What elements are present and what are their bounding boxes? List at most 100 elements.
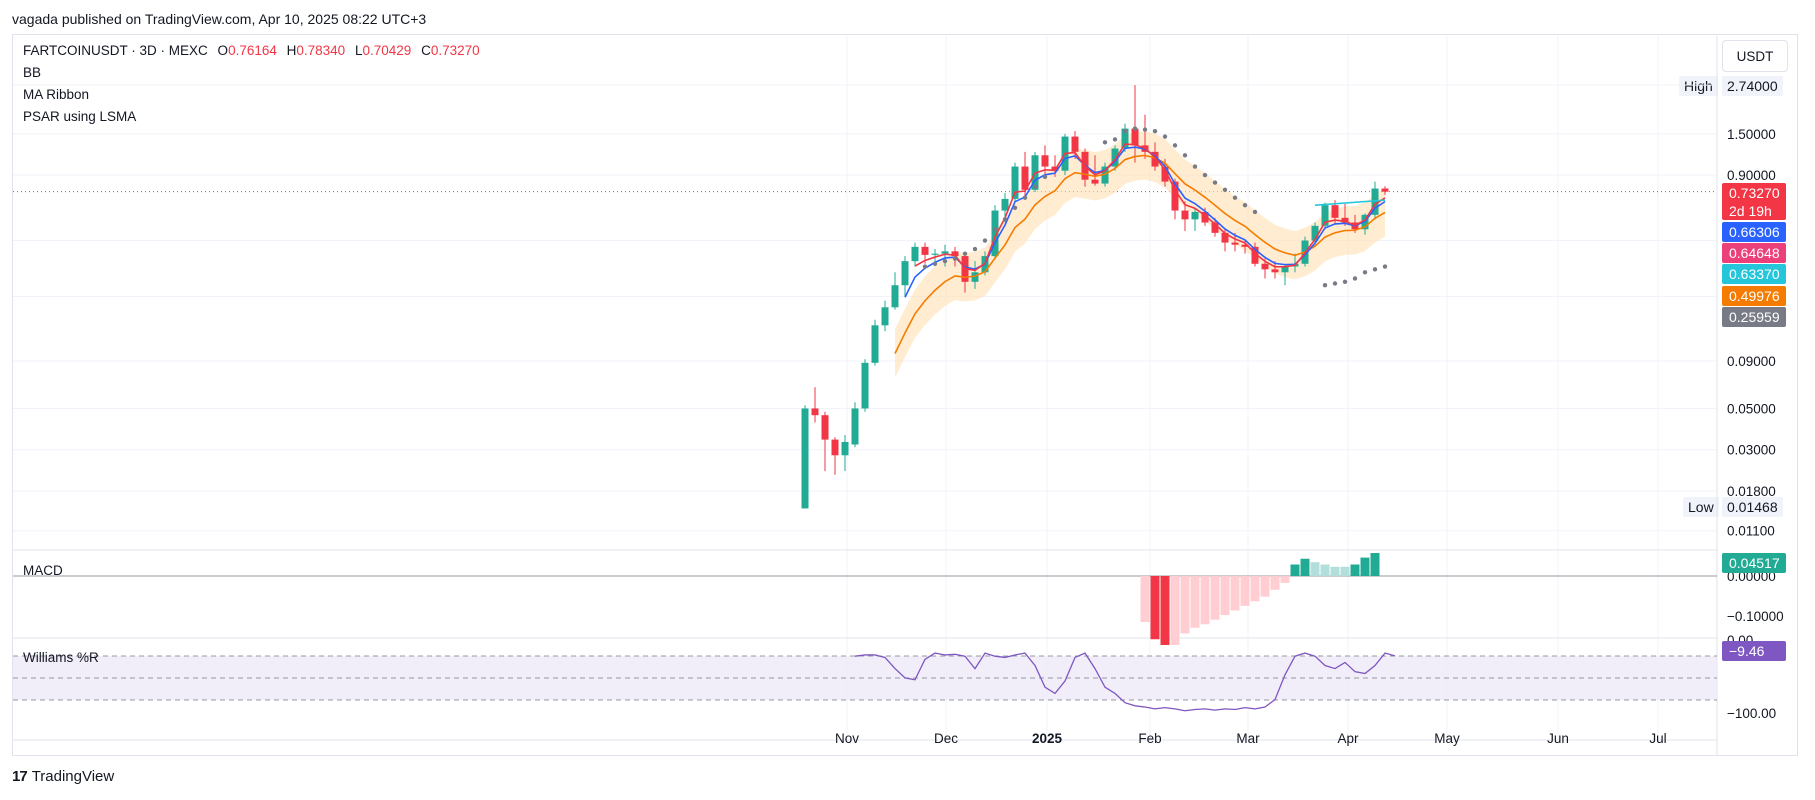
macd-histogram-bar [1180,576,1190,634]
price-tick: 0.05000 [1727,401,1776,416]
time-label: May [1434,731,1460,746]
countdown-value: 2d 19h [1729,203,1772,219]
candle-body [1041,155,1049,167]
candle-body [951,251,959,257]
macd-histogram-bar [1200,576,1210,625]
candle-body [1161,166,1169,182]
psar-dot [962,251,968,256]
time-label: Apr [1337,731,1359,746]
candle-body [921,246,929,255]
macd-histogram-bar [1350,564,1360,576]
time-label: Jul [1649,731,1666,746]
psar-dot [1202,172,1208,178]
psar-dot [1192,164,1198,169]
candle-body [1091,179,1099,184]
indicator-price-tag: 0.49976 [1722,286,1786,306]
psar-dot [1022,195,1028,200]
candle-body [901,261,909,286]
symbol-label[interactable]: FARTCOINUSDT · 3D · MEXC [23,43,208,58]
psar-dot [1002,217,1008,222]
candle-body [1231,242,1239,245]
indicator-price-tag: 0.64648 [1722,243,1786,263]
low-label: Low [1683,497,1719,517]
psar-dot [1242,202,1248,208]
psar-dot [1342,279,1348,284]
open-value: 0.76164 [228,43,277,58]
psar-dot [922,264,928,269]
candle-body [1251,246,1259,264]
candle-body [1131,128,1139,146]
price-tick: 0.09000 [1727,354,1776,369]
williams-label[interactable]: Williams %R [23,650,99,665]
bollinger-band [895,131,1385,378]
candle-body [861,362,869,409]
time-label: Nov [835,731,859,746]
brand-name: TradingView [31,768,115,785]
publisher-line: vagada published on TradingView.com, Apr… [12,11,427,27]
psar-dot [1382,264,1388,269]
candle-body [1211,222,1219,233]
candle-body [1151,151,1159,167]
candle-body [1311,225,1319,241]
macd-histogram-bar [1290,564,1300,576]
candle-body [1381,188,1389,192]
candle-body [1191,211,1199,220]
candle-body [1341,217,1349,223]
indicator-psar[interactable]: PSAR using LSMA [23,109,137,124]
candle-body [991,210,999,257]
high-value: 2.74000 [1722,76,1783,96]
indicator-ma-ribbon[interactable]: MA Ribbon [23,87,90,102]
price-tick: 0.03000 [1727,443,1776,458]
price-tick: 0.90000 [1727,168,1776,183]
psar-dot [1162,134,1168,139]
low-value: 0.01468 [1722,497,1783,517]
time-label: Mar [1236,731,1260,746]
price-tick: 0.01100 [1727,524,1775,539]
psar-dot [1362,270,1368,275]
psar-dot [1212,180,1218,185]
macd-histogram-bar [1160,576,1170,645]
indicator-price-tag: 0.66306 [1722,222,1786,242]
close-key: C [421,43,431,58]
tradingview-brand[interactable]: 17 TradingView [12,768,114,785]
candle-body [1331,205,1339,218]
candle-body [1271,269,1279,273]
macd-histogram-bar [1170,576,1180,645]
macd-histogram-bar [1270,576,1280,590]
macd-histogram-bar [1220,576,1230,616]
psar-dot [1332,281,1338,286]
macd-histogram-bar [1260,576,1270,597]
macd-histogram-bar [1330,566,1340,576]
chart-frame [12,34,1798,756]
macd-histogram-bar [1340,566,1350,576]
macd-histogram-bar [1140,576,1150,622]
indicator-bb[interactable]: BB [23,65,42,80]
candle-body [871,325,879,363]
psar-dot [982,238,988,243]
psar-dot [1032,184,1038,189]
candle-body [941,251,949,254]
high-key: H [286,43,297,58]
indicator-price-tag: 0.25959 [1722,307,1786,327]
candle-body [1321,205,1329,226]
macd-label[interactable]: MACD [23,563,63,578]
bb-upper-line [1314,199,1386,206]
psar-dot [1112,137,1118,142]
psar-dot [1182,153,1188,158]
psar-dot [1042,174,1048,180]
close-value: 0.73270 [430,43,480,58]
currency-unit-button[interactable]: USDT [1722,40,1788,72]
candle-body [911,246,919,262]
williams-value-tag: −9.46 [1722,641,1786,661]
candle-body [1181,210,1189,220]
psar-dot [932,261,938,266]
psar-dot [952,256,958,261]
williams-line [854,652,1396,712]
last-price-tag: 0.73270 2d 19h [1722,183,1786,220]
time-label: Jun [1547,731,1569,746]
candle-body [1011,166,1019,199]
time-label: 2025 [1032,731,1063,746]
psar-dot [1132,126,1138,131]
ma-ribbon-orange [894,154,1386,354]
